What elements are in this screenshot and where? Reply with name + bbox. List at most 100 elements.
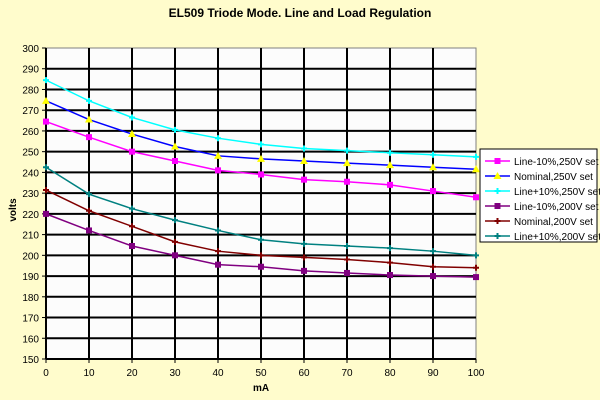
y-tick-label: 250 xyxy=(22,148,39,159)
data-point xyxy=(344,243,350,250)
data-point xyxy=(172,157,178,164)
data-point xyxy=(172,252,178,259)
y-tick-label: 260 xyxy=(22,127,39,138)
data-point xyxy=(86,134,92,141)
data-point xyxy=(86,227,92,234)
data-point xyxy=(129,205,135,212)
data-point xyxy=(430,188,436,195)
data-point xyxy=(343,159,351,167)
legend-marker xyxy=(494,188,501,194)
data-point xyxy=(344,269,350,276)
data-point xyxy=(128,130,136,138)
data-point xyxy=(43,210,49,217)
data-point xyxy=(430,263,436,270)
x-tick-label: 60 xyxy=(298,368,310,379)
data-point xyxy=(215,135,221,142)
data-point xyxy=(42,96,50,104)
legend-marker xyxy=(493,172,502,179)
x-tick-label: 10 xyxy=(83,368,95,379)
x-tick-label: 20 xyxy=(126,368,138,379)
legend-label: Line-10%,250V set xyxy=(514,157,599,168)
series-group xyxy=(42,77,480,281)
data-point xyxy=(129,223,135,230)
y-tick-label: 170 xyxy=(22,314,39,325)
data-point xyxy=(215,167,221,174)
data-point xyxy=(215,248,221,255)
data-point xyxy=(344,256,350,263)
data-point xyxy=(215,227,221,234)
data-point xyxy=(386,161,394,169)
data-point xyxy=(301,176,307,183)
legend-label: Nominal,200V set xyxy=(514,217,593,228)
y-tick-label: 270 xyxy=(22,106,39,117)
x-tick-label: 50 xyxy=(255,368,267,379)
data-point xyxy=(85,115,93,123)
legend-label: Nominal,250V set xyxy=(514,172,593,183)
legend-entries: Line-10%,250V set Nominal,250V set Line+10… xyxy=(485,157,600,243)
chart-title: EL509 Triode Mode. Line and Load Regulat… xyxy=(169,6,432,20)
data-point xyxy=(387,181,393,188)
data-point xyxy=(387,149,393,156)
data-point xyxy=(86,207,92,214)
y-tick-label: 150 xyxy=(22,355,39,366)
data-point xyxy=(129,148,135,155)
y-tick-label: 180 xyxy=(22,293,39,304)
x-axis-label: mA xyxy=(253,383,269,394)
data-point xyxy=(258,171,264,178)
data-point xyxy=(344,178,350,185)
data-point xyxy=(301,267,307,274)
x-tick-label: 0 xyxy=(43,368,49,379)
data-point xyxy=(473,274,479,281)
data-point xyxy=(430,273,436,280)
data-point xyxy=(473,252,479,259)
legend xyxy=(479,148,598,243)
y-tick-label: 190 xyxy=(22,272,39,283)
data-point xyxy=(257,154,265,162)
data-point xyxy=(172,217,178,224)
y-axis-label: volts xyxy=(8,198,19,222)
legend-marker xyxy=(494,158,501,164)
data-point xyxy=(429,163,437,171)
y-tick-label: 200 xyxy=(22,251,39,262)
data-point xyxy=(473,194,479,201)
x-tick-label: 80 xyxy=(384,368,396,379)
data-point xyxy=(473,153,479,160)
data-point xyxy=(258,252,264,259)
x-tick-label: 30 xyxy=(169,368,181,379)
x-axis-ticks: 0 10 20 30 40 50 60 70 80 90 100 xyxy=(43,359,485,379)
data-point xyxy=(472,165,480,173)
data-point xyxy=(430,151,436,158)
y-tick-label: 230 xyxy=(22,189,39,200)
data-point xyxy=(344,147,350,154)
data-point xyxy=(129,243,135,250)
legend-marker xyxy=(494,218,501,224)
data-point xyxy=(301,254,307,261)
data-point xyxy=(214,151,222,159)
x-tick-label: 90 xyxy=(427,368,439,379)
data-point xyxy=(43,77,49,84)
data-point xyxy=(430,248,436,255)
y-tick-label: 210 xyxy=(22,231,39,242)
data-point xyxy=(387,245,393,252)
x-tick-label: 40 xyxy=(212,368,224,379)
series-2 xyxy=(43,77,479,160)
data-point xyxy=(86,191,92,198)
x-tick-label: 100 xyxy=(468,368,485,379)
legend-label: Line+10%,250V set xyxy=(514,187,600,198)
y-tick-label: 160 xyxy=(22,334,39,345)
data-point xyxy=(473,264,479,271)
series-4 xyxy=(43,187,479,271)
data-point xyxy=(258,263,264,270)
data-point xyxy=(43,118,49,125)
data-point xyxy=(86,97,92,104)
legend-label: Line-10%,200V set xyxy=(514,202,599,213)
legend-marker xyxy=(494,203,501,209)
series-0 xyxy=(43,118,479,201)
data-point xyxy=(43,187,49,194)
data-point xyxy=(171,142,179,150)
data-point xyxy=(172,126,178,133)
data-point xyxy=(215,261,221,268)
legend-label: Line+10%,200V set xyxy=(514,232,600,243)
data-point xyxy=(172,238,178,245)
